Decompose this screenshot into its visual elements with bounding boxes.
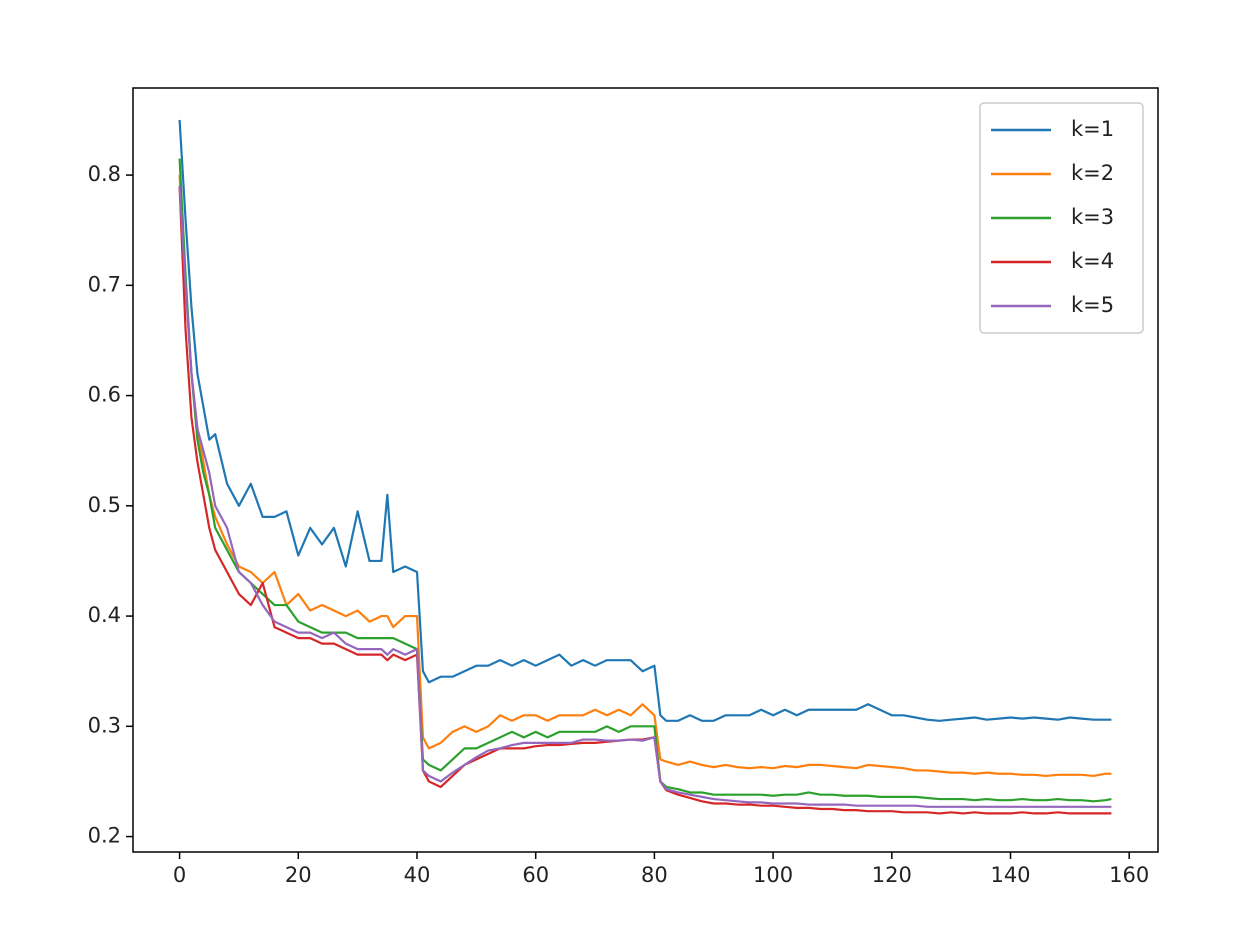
legend-frame	[979, 102, 1144, 334]
y-tick-label: 0.5	[88, 493, 121, 517]
y-tick-label: 0.6	[88, 383, 121, 407]
x-tick-label: 140	[990, 863, 1030, 887]
legend: k=1 k=2 k=3 k=4 k=5	[979, 102, 1144, 334]
x-tick-label: 20	[285, 863, 312, 887]
x-tick-label: 80	[641, 863, 668, 887]
x-tick-label: 120	[872, 863, 912, 887]
x-tick-label: 100	[753, 863, 793, 887]
x-tick-label: 60	[522, 863, 549, 887]
legend-label: k=2	[1071, 161, 1114, 185]
x-tick-label: 160	[1109, 863, 1149, 887]
y-tick-label: 0.2	[88, 824, 121, 848]
x-tick-label: 40	[404, 863, 431, 887]
series-line	[178, 119, 1112, 722]
series-line	[178, 175, 1112, 778]
legend-label: k=5	[1071, 293, 1114, 317]
legend-label: k=1	[1071, 117, 1114, 141]
legend-label: k=4	[1071, 249, 1114, 273]
y-tick-label: 0.4	[88, 603, 121, 627]
series-line	[178, 186, 1112, 815]
y-tick-label: 0.7	[88, 272, 121, 296]
series-line	[178, 186, 1112, 808]
y-tick-label: 0.3	[88, 713, 121, 737]
plot-frame	[132, 87, 1159, 853]
legend-label: k=3	[1071, 205, 1114, 229]
x-tick-label: 0	[173, 863, 186, 887]
y-tick-label: 0.8	[88, 162, 121, 186]
series-line	[178, 158, 1112, 803]
